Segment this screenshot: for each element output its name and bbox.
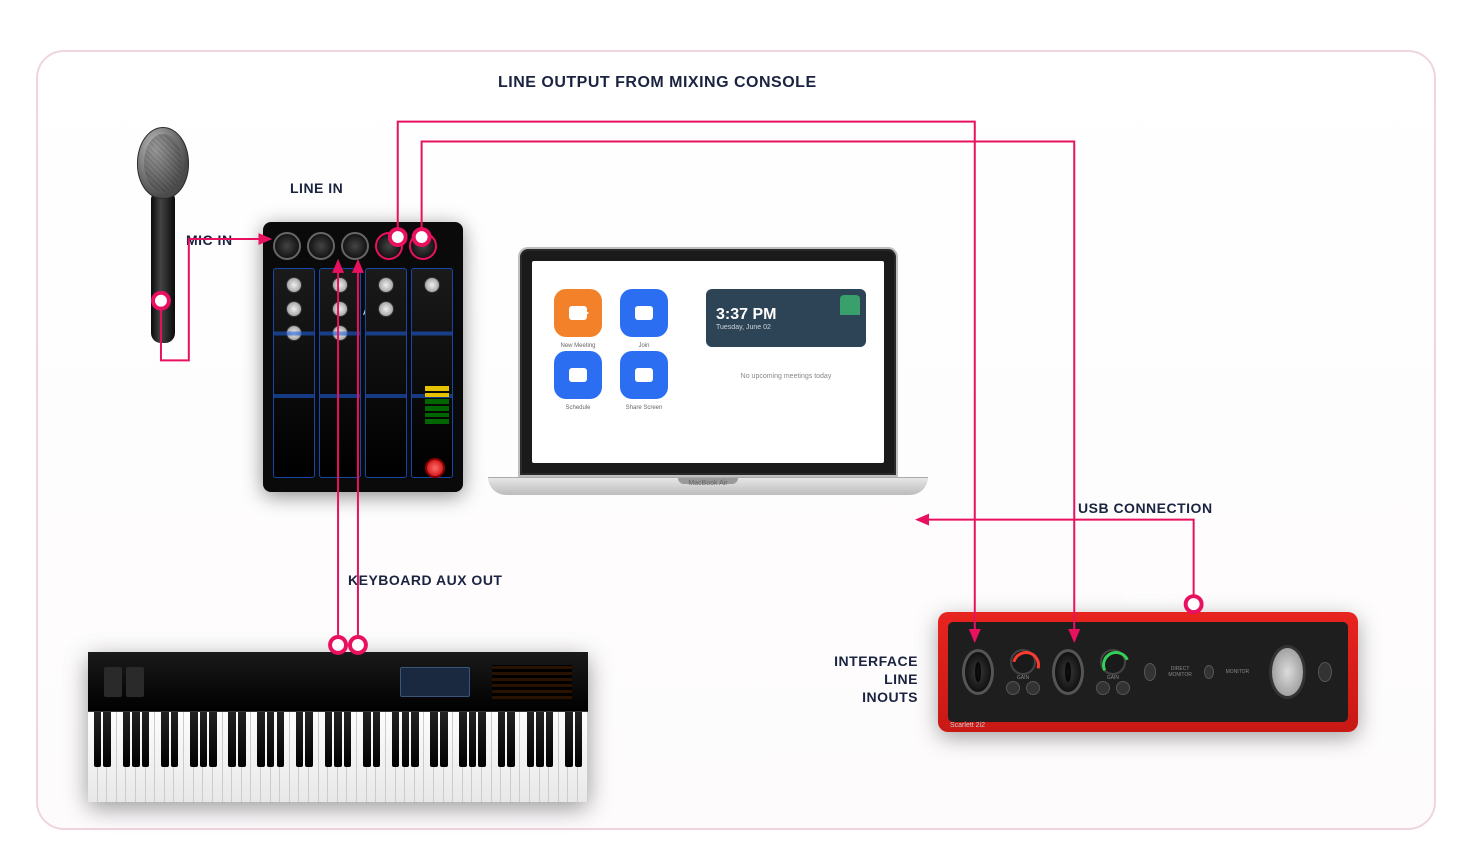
black-key [267,712,275,767]
black-key [459,712,467,767]
black-key [498,712,506,767]
app-tile-grid: New Meeting Join Schedule Share Screen [554,289,668,399]
black-key [200,712,208,767]
node-laptop: New Meeting Join Schedule Share Screen 3… [488,247,928,537]
tile-new-meeting: New Meeting [554,289,602,337]
piano-keys [88,712,588,802]
black-key [402,712,410,767]
black-key [190,712,198,767]
black-key [469,712,477,767]
black-key [536,712,544,767]
interface-brand: Focusrite [938,594,1358,605]
laptop-base: MacBook Air [488,477,928,495]
mixer-jack [375,232,403,260]
tile-join: Join [620,289,668,337]
black-key [103,712,111,767]
black-key [257,712,265,767]
keyboard-lcd-icon [400,667,470,697]
black-key [546,712,554,767]
black-key [373,712,381,767]
black-key [392,712,400,767]
label-interface-in: INTERFACE LINE INOUTS [818,652,918,707]
mixer-jack [307,232,335,260]
tile-schedule: Schedule [554,351,602,399]
black-key [277,712,285,767]
keyboard-pads-icon [492,665,572,699]
plant-icon [840,295,860,315]
black-key [507,712,515,767]
black-key [142,712,150,767]
diagram-frame: LINE OUTPUT FROM MIXING CONSOLE LINE IN … [36,50,1436,830]
node-audio-interface: Focusrite GAIN GAIN DIRECT MONITOR MONIT… [938,612,1358,732]
black-key [325,712,333,767]
mixer-channel-strip [273,268,315,478]
black-key [296,712,304,767]
no-meetings-text: No upcoming meetings today [706,373,866,380]
tile-share-screen: Share Screen [620,351,668,399]
node-keyboard [88,652,588,802]
black-key [411,712,419,767]
mixer-jack [273,232,301,260]
clock-card: 3:37 PM Tuesday, June 02 [706,289,866,347]
mic-body [151,193,175,343]
clock-day: Tuesday, June 02 [716,324,856,331]
interface-input-1 [962,649,994,695]
black-key [123,712,131,767]
node-microphone [133,127,193,367]
black-key [363,712,371,767]
black-key [478,712,486,767]
black-key [161,712,169,767]
laptop-screen: New Meeting Join Schedule Share Screen 3… [518,247,898,477]
black-key [334,712,342,767]
black-key [209,712,217,767]
interface-panel: GAIN GAIN DIRECT MONITOR MONITOR [948,622,1348,722]
black-key [565,712,573,767]
gain-knob-icon [1010,649,1036,675]
direct-monitor-btn-icon [1204,665,1214,679]
mixer-jack [409,232,437,260]
button-48v-icon [1144,663,1156,681]
direct-monitor-label: DIRECT MONITOR [1168,666,1192,678]
mixer-meter-icon [425,386,449,424]
black-key [527,712,535,767]
black-key [305,712,313,767]
black-key [171,712,179,767]
mic-head-icon [137,127,189,199]
label-usb: USB CONNECTION [1078,500,1213,516]
label-keyboard-out: KEYBOARD AUX OUT [348,572,503,588]
mixer-rec-button-icon [425,458,445,478]
label-interface-in-text: INTERFACE LINE INOUTS [834,653,918,705]
keyboard-panel [88,652,588,712]
monitor-label: MONITOR [1226,669,1250,675]
label-line-in: LINE IN [290,180,343,196]
interface-input-2 [1052,649,1084,695]
black-key [132,712,140,767]
black-key [238,712,246,767]
node-mixer: YAMAHA [263,222,463,492]
black-key [575,712,583,767]
black-key [430,712,438,767]
laptop-app: New Meeting Join Schedule Share Screen 3… [532,261,884,463]
black-key [94,712,102,767]
black-key [440,712,448,767]
mixer-channel-strip [411,268,453,478]
mixer-channel-strip [365,268,407,478]
mixer-jack [341,232,369,260]
clock-time: 3:37 PM [716,306,856,324]
black-key [228,712,236,767]
monitor-knob-icon [1269,645,1306,699]
interface-model: Scarlett 2i2 [950,722,985,729]
mixer-channel-strip [319,268,361,478]
label-line-output: LINE OUTPUT FROM MIXING CONSOLE [498,74,817,92]
laptop-brand: MacBook Air [488,480,928,487]
black-key [344,712,352,767]
gain-knob-icon [1100,649,1126,675]
hp-knob-icon [1318,662,1332,682]
